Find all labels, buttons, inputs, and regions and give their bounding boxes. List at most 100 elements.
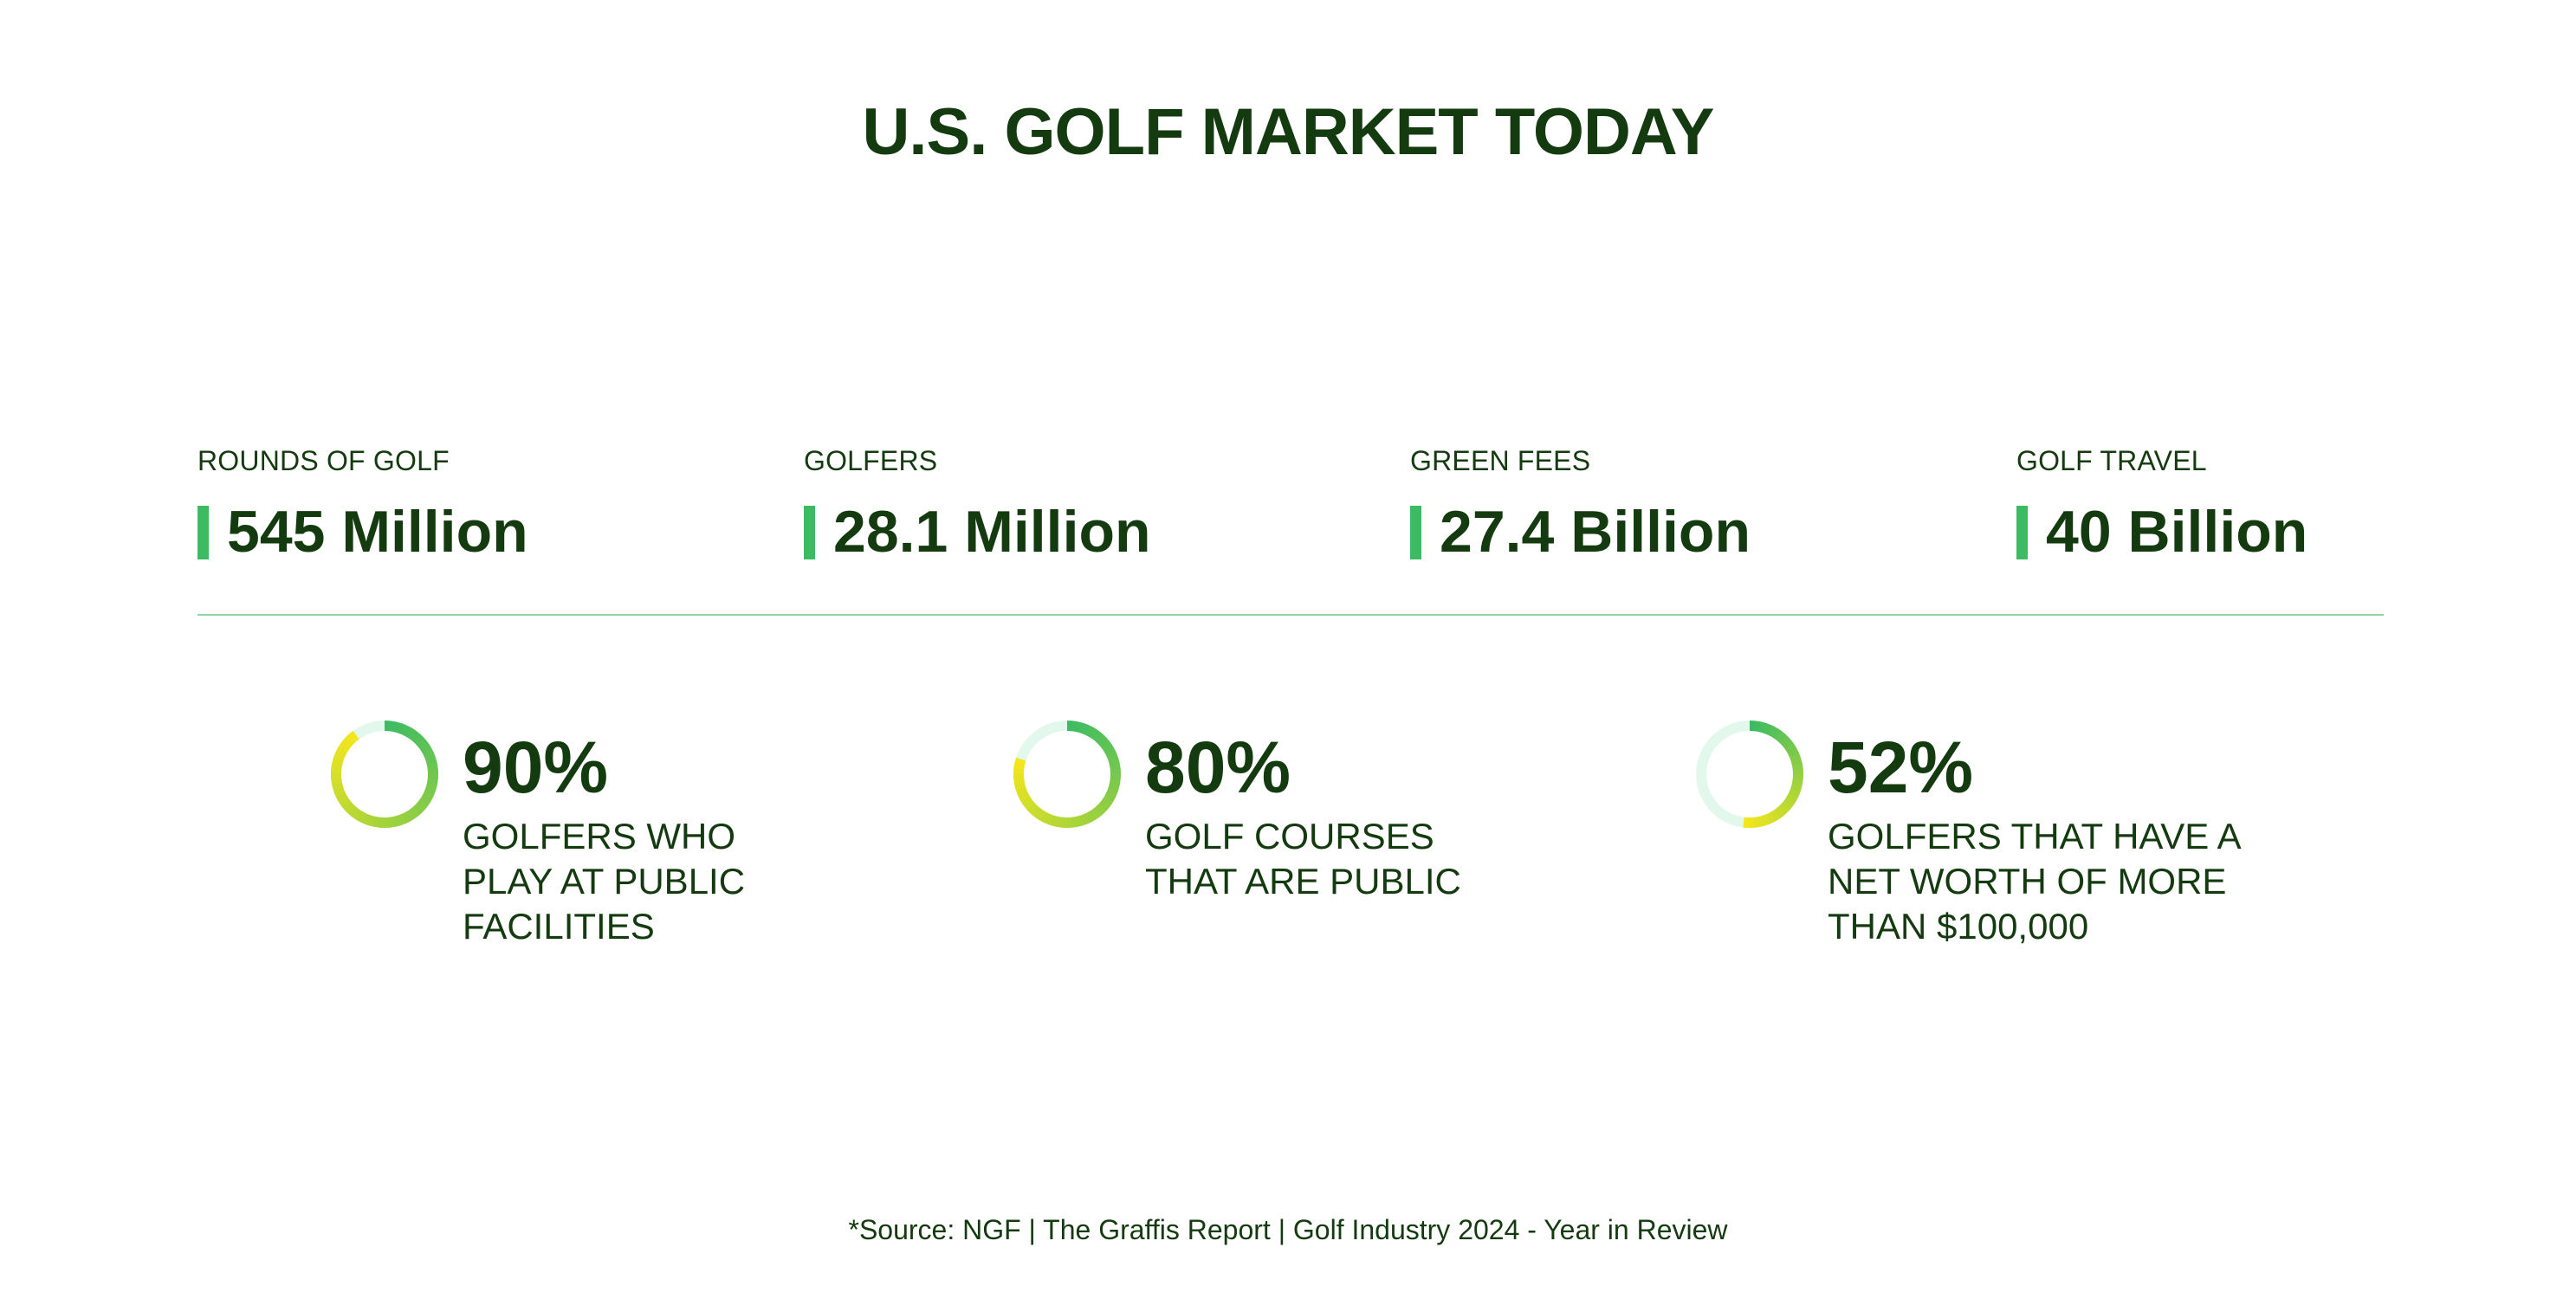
ring-progress-segment [344,803,356,815]
ring-progress-segment [425,783,437,792]
ring-progress-segment [422,747,434,758]
ring-progress-segment [424,787,436,797]
stat-label: GOLF TRAVEL [2016,445,2207,476]
ring-progress-segment [401,811,411,824]
ring-progress-segment [1039,811,1050,824]
ring-progress-segment [344,734,356,746]
ring-progress-segment [1084,725,1095,738]
ring-progress-segment [348,730,359,742]
ring-progress-segment [1752,817,1760,828]
ring-progress-segment [1035,809,1046,821]
stat-rounds-of-golf: ROUNDS OF GOLF 545 Million [197,443,528,563]
ring-progress-segment [413,803,425,815]
ring-progress-segment [1789,787,1801,798]
accent-bar [804,506,815,559]
ring-progress-segment [1774,806,1785,819]
ring-progress-segment [1019,795,1032,806]
progress-ring [1696,721,1803,828]
source-footnote: *Source: NGF | The Graffis Report | Golf… [848,1214,1728,1245]
ring-progress-segment [419,742,432,753]
percent-description: GOLFERS THAT HAVE A NET WORTH OF MORE TH… [1828,816,2242,947]
ring-progress-segment [337,795,350,806]
ring-progress-segment [1092,730,1104,743]
ring-progress-segment [340,798,353,811]
ring-progress-segment [1050,815,1058,827]
ring-progress-segment [405,809,417,822]
ring-progress-segment [1104,747,1116,758]
ring-progress-segment [333,786,346,797]
ring-progress-segment [1080,723,1090,735]
ring-progress-segment [1108,757,1120,766]
ring-progress-segment [1763,723,1772,735]
ring-progress-segment [1781,799,1793,811]
ring-progress-segment [357,811,367,824]
percent-description: GOLFERS WHO PLAY AT PUBLIC FACILITIES [463,816,746,947]
ring-progress-segment [362,813,372,825]
ring-progress-segment [1791,763,1803,771]
ring-progress-segment [417,738,429,750]
ring-progress-segment [425,757,437,766]
ring-progress-segment [1014,782,1026,792]
stats-row: ROUNDS OF GOLF 545 Million GOLFERS 28.1 … [197,443,2380,565]
ring-progress-segment [1075,815,1084,827]
ring-progress-segment [348,805,359,818]
ring-progress-segment [335,746,348,757]
ring-progress-segment [413,734,425,746]
ring-progress-segment [1778,734,1790,746]
ring-progress-segment [1098,799,1111,811]
stat-golfers: GOLFERS 28.1 Million [804,443,1151,563]
ring-progress-segment [389,721,397,733]
ring-progress-segment [1754,721,1762,733]
ring-progress-segment [393,721,402,734]
stat-value: 545 Million [227,499,528,565]
ring-progress-segment [388,816,396,828]
ring-progress-segment [1789,753,1802,762]
ring-progress-segment [1071,816,1078,828]
stat-label: GREEN FEES [1410,445,1591,476]
percent-value: 80% [1145,727,1291,808]
ring-progress-segment [1071,721,1079,733]
ring-progress-segment [338,742,350,753]
stat-value: 40 Billion [2046,499,2308,565]
accent-bar [197,506,209,559]
stat-label: ROUNDS OF GOLF [197,445,450,476]
ring-progress-segment [1099,738,1111,750]
ring-progress-segment [1045,813,1054,825]
ring-progress-segment [1786,792,1799,803]
ring-progress-segment [332,757,344,766]
ring-progress-segment [1109,779,1121,786]
ring-progress-segment [331,778,343,785]
ring-progress-segment [1765,811,1777,824]
ring-progress-segment [1771,727,1783,740]
ring-progress-segment [1108,783,1120,792]
ring-progress-segment [331,762,343,770]
ring-progress-segment [1762,813,1771,826]
ring-progress-segment [1106,787,1118,797]
ring-progress-segment [1102,795,1114,806]
ring-progress-segment [1015,786,1028,797]
ring-progress-segment [426,779,438,786]
ring-progress-segment [340,738,353,749]
ring-progress-segment [1783,796,1796,807]
ring-progress-segment [372,816,380,828]
progress-ring [1013,721,1121,828]
percent-value: 90% [463,727,609,808]
ring-progress-segment [333,752,346,761]
ring-progress-segment [419,795,431,806]
ring-progress-segment [367,815,376,827]
divider [197,614,2384,616]
progress-ring [331,721,438,828]
ring-progress-segment [410,730,421,743]
ring-progress-segment [1767,725,1777,738]
percent-value: 52% [1828,727,1974,808]
ring-progress-segment [409,806,421,818]
ring-progress-segment [1091,806,1104,818]
stat-value: 28.1 Million [833,499,1151,565]
ring-progress-segment [1782,738,1794,750]
ring-progress-segment [1084,811,1094,824]
ring-progress-segment [1023,798,1035,811]
ring-progress-segment [1076,721,1084,734]
ring-progress-segment [426,763,438,771]
ring-progress-segment [1757,815,1766,827]
ring-progress-segment [1791,779,1803,787]
